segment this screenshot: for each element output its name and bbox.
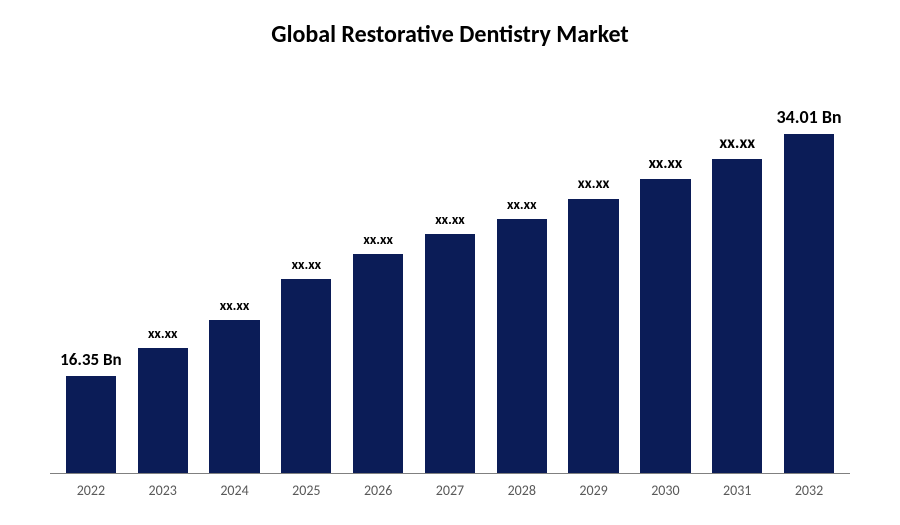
bar-value-label: xx.xx	[507, 196, 536, 213]
bar-group: xx.xx	[701, 74, 773, 473]
bar-value-label: xx.xx	[435, 211, 464, 228]
bar	[66, 376, 116, 473]
bar	[209, 320, 259, 473]
x-axis-label: 2022	[55, 482, 127, 499]
bar-value-label: xx.xx	[363, 231, 392, 248]
bar	[640, 179, 690, 473]
bar	[497, 219, 547, 473]
x-axis-label: 2030	[630, 482, 702, 499]
bar	[425, 234, 475, 473]
chart-container: Global Restorative Dentistry Market 16.3…	[40, 20, 860, 505]
bar-value-label: xx.xx	[649, 154, 683, 173]
x-axis-label: 2031	[701, 482, 773, 499]
x-axis-label: 2025	[270, 482, 342, 499]
bar-group: xx.xx	[558, 74, 630, 473]
bar-group: xx.xx	[199, 74, 271, 473]
plot-area: 16.35 Bn xx.xx xx.xx xx.xx xx.xx xx.xx xx.xx xx…	[50, 74, 850, 474]
x-axis-label: 2026	[342, 482, 414, 499]
bar-group: xx.xx	[630, 74, 702, 473]
bar-group: xx.xx	[342, 74, 414, 473]
bar-value-label: 16.35 Bn	[60, 349, 122, 370]
x-axis-label: 2032	[773, 482, 845, 499]
x-axis-label: 2028	[486, 482, 558, 499]
bar-value-label: xx.xx	[148, 325, 177, 342]
bar	[138, 348, 188, 473]
bar	[568, 199, 618, 473]
bar-group: xx.xx	[414, 74, 486, 473]
bar-value-label: xx.xx	[220, 297, 249, 314]
bar	[784, 134, 834, 473]
bar-group: 34.01 Bn	[773, 74, 845, 473]
x-axis-label: 2027	[414, 482, 486, 499]
chart-title: Global Restorative Dentistry Market	[40, 20, 860, 49]
x-axis-label: 2024	[199, 482, 271, 499]
bar-value-label: xx.xx	[292, 256, 321, 273]
bars-row: 16.35 Bn xx.xx xx.xx xx.xx xx.xx xx.xx xx.xx xx…	[50, 74, 850, 473]
bar-value-label: xx.xx	[578, 175, 610, 193]
bar-value-label: 34.01 Bn	[776, 106, 841, 128]
bar-group: xx.xx	[127, 74, 199, 473]
bar-value-label: xx.xx	[719, 132, 755, 153]
bar	[281, 279, 331, 474]
x-axis: 2022202320242025202620272028202920302031…	[50, 474, 850, 499]
bar-group: xx.xx	[270, 74, 342, 473]
bar	[712, 159, 762, 473]
x-axis-label: 2023	[127, 482, 199, 499]
x-axis-label: 2029	[558, 482, 630, 499]
bar-group: xx.xx	[486, 74, 558, 473]
bar-group: 16.35 Bn	[55, 74, 127, 473]
bar	[353, 254, 403, 473]
